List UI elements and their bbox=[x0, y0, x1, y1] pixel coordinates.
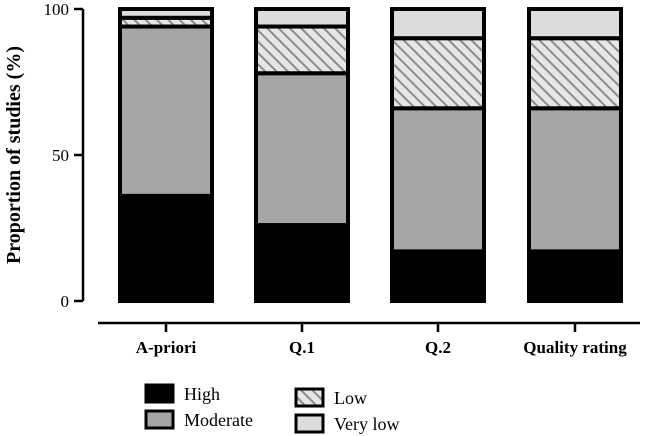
bar-segment-very-low-2 bbox=[392, 9, 484, 38]
y-axis-title: Proportion of studies (%) bbox=[3, 46, 25, 264]
y-tick-label-50: 50 bbox=[52, 146, 69, 165]
legend-swatch-moderate bbox=[146, 411, 173, 428]
bar-segment-very-low-1 bbox=[256, 9, 348, 27]
x-tick-label-1: Q.1 bbox=[289, 338, 315, 357]
y-tick-label-0: 0 bbox=[61, 292, 70, 311]
bar-segment-very-low-3 bbox=[529, 9, 621, 38]
legend-label-very-low: Very low bbox=[334, 414, 400, 434]
bars-layer bbox=[120, 9, 621, 301]
bar-segment-high-3 bbox=[529, 251, 621, 301]
bar-segment-moderate-1 bbox=[256, 73, 348, 225]
bar-segment-moderate-2 bbox=[392, 108, 484, 251]
bar-segment-high-1 bbox=[256, 225, 348, 301]
bar-segment-very-low-0 bbox=[120, 9, 212, 18]
bar-segment-high-2 bbox=[392, 251, 484, 301]
x-tick-label-2: Q.2 bbox=[425, 338, 451, 357]
bar-segment-low-2 bbox=[392, 38, 484, 108]
legend-label-high: High bbox=[184, 384, 220, 404]
legend-swatch-low bbox=[296, 389, 323, 406]
legend: High Moderate Low Very low bbox=[146, 384, 400, 434]
bar-segment-low-3 bbox=[529, 38, 621, 108]
bar-segment-moderate-0 bbox=[120, 27, 212, 196]
x-tick-label-0: A-priori bbox=[136, 338, 197, 357]
legend-label-low: Low bbox=[334, 388, 367, 408]
legend-label-moderate: Moderate bbox=[184, 410, 253, 430]
bar-segment-moderate-3 bbox=[529, 108, 621, 251]
legend-swatch-high bbox=[146, 385, 173, 402]
y-tick-label-100: 100 bbox=[44, 0, 70, 19]
bar-segment-low-1 bbox=[256, 27, 348, 74]
x-tick-label-3: Quality rating bbox=[523, 338, 627, 357]
legend-swatch-very-low bbox=[296, 415, 323, 432]
bar-segment-high-0 bbox=[120, 196, 212, 301]
